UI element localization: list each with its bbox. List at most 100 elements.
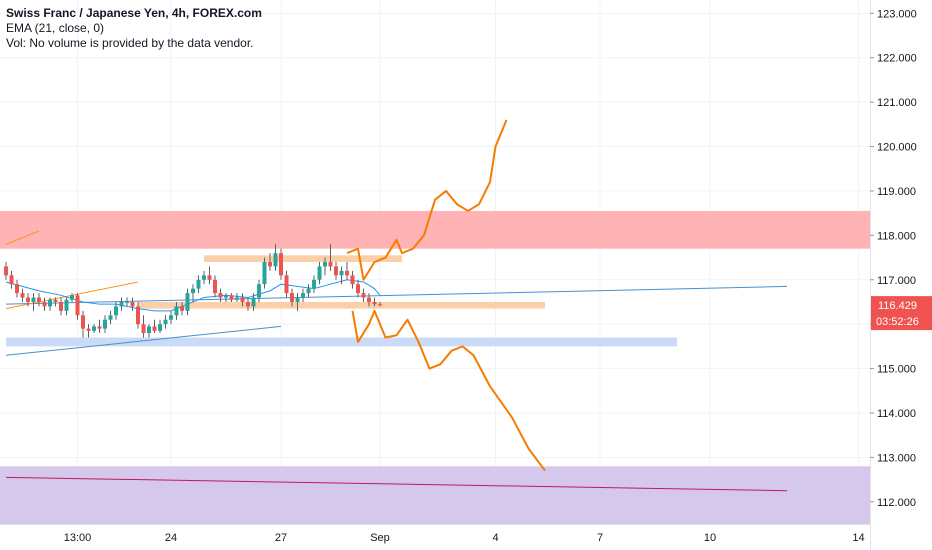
candle xyxy=(141,324,146,334)
candle xyxy=(180,306,184,311)
candle xyxy=(37,297,41,302)
price-tick-label: 118.000 xyxy=(877,230,916,242)
price-tick-label: 121.000 xyxy=(877,97,917,109)
candle xyxy=(103,319,107,329)
candle xyxy=(70,295,74,300)
candle xyxy=(53,299,58,302)
last-price-badge xyxy=(871,296,932,331)
price-tick-label: 115.000 xyxy=(877,364,916,376)
candle xyxy=(108,315,113,320)
candle xyxy=(328,262,333,267)
candle xyxy=(224,295,228,298)
time-tick-label: 27 xyxy=(275,532,287,544)
candle xyxy=(86,328,91,331)
candle xyxy=(218,293,223,298)
candle xyxy=(31,297,36,302)
candle xyxy=(130,301,135,307)
candle xyxy=(20,293,25,298)
candle xyxy=(213,279,217,294)
candle xyxy=(174,306,179,316)
candle xyxy=(295,297,300,302)
zone-3 xyxy=(204,255,402,262)
zone-4 xyxy=(138,301,545,309)
candle xyxy=(350,275,355,285)
ema-indicator-label[interactable]: EMA (21, close, 0) xyxy=(6,21,105,35)
candle xyxy=(251,297,256,307)
candle xyxy=(191,288,195,294)
candle xyxy=(185,293,190,311)
symbol-title: Swiss Franc / Japanese Yen, 4h, FOREX.co… xyxy=(6,6,262,20)
candle xyxy=(64,299,69,311)
zone-2 xyxy=(0,466,870,524)
candle xyxy=(26,297,30,302)
time-tick-label: Sep xyxy=(370,532,390,544)
time-tick-label: 13:00 xyxy=(64,532,92,544)
candle xyxy=(378,304,382,306)
candle xyxy=(268,262,272,267)
candle xyxy=(15,284,19,294)
candle xyxy=(92,326,96,331)
price-tick-label: 114.000 xyxy=(877,408,916,420)
zone-0 xyxy=(0,210,870,249)
candle xyxy=(372,301,377,305)
candle xyxy=(48,299,52,307)
candle xyxy=(262,262,267,285)
candle xyxy=(361,293,366,298)
candle xyxy=(279,253,283,276)
projection-down-path xyxy=(351,309,546,472)
last-price-label: 116.429 xyxy=(878,300,917,312)
price-tick-label: 119.000 xyxy=(877,186,916,198)
candle xyxy=(114,306,118,316)
time-tick-label: 7 xyxy=(597,532,603,544)
candle xyxy=(306,288,311,294)
candle xyxy=(75,295,80,316)
price-axis-bg xyxy=(870,0,932,550)
candle xyxy=(207,275,212,280)
time-tick-label: 10 xyxy=(704,532,716,544)
projection-up-path xyxy=(346,119,508,281)
candle xyxy=(257,284,261,298)
candle xyxy=(119,301,124,307)
price-tick-label: 112.000 xyxy=(877,497,916,509)
candle xyxy=(229,295,234,300)
candle xyxy=(367,297,371,302)
trend-line-4 xyxy=(5,476,788,492)
chart-legend: Swiss Franc / Japanese Yen, 4h, FOREX.co… xyxy=(6,6,262,51)
time-tick-label: 4 xyxy=(492,532,498,544)
candle xyxy=(169,315,173,320)
candle xyxy=(147,326,151,334)
countdown-label: 03:52:26 xyxy=(876,316,919,328)
price-tick-label: 117.000 xyxy=(877,275,916,287)
time-tick-label: 14 xyxy=(852,532,864,544)
candle xyxy=(4,266,8,276)
trend-line-0 xyxy=(5,325,282,356)
volume-indicator-label[interactable]: Vol: No volume is provided by the data v… xyxy=(6,36,254,50)
candle xyxy=(59,301,63,311)
candle xyxy=(290,293,294,302)
price-tick-label: 120.000 xyxy=(877,142,917,154)
candle xyxy=(9,275,14,285)
candle xyxy=(284,275,289,294)
candle xyxy=(323,262,327,267)
zone-1 xyxy=(6,337,677,347)
candle xyxy=(42,301,47,307)
candle xyxy=(356,284,360,294)
candle xyxy=(202,275,206,280)
candle xyxy=(334,266,338,276)
candle xyxy=(97,326,102,329)
candle xyxy=(317,266,322,280)
candle xyxy=(196,279,201,289)
trend-line-3 xyxy=(5,230,40,245)
trend-line-1 xyxy=(5,285,788,305)
candle xyxy=(158,324,162,331)
candle xyxy=(163,319,168,325)
candle xyxy=(81,315,85,329)
price-tick-label: 113.000 xyxy=(877,452,916,464)
candle xyxy=(312,279,316,289)
price-tick-label: 122.000 xyxy=(877,53,917,65)
candle xyxy=(301,293,305,298)
candle xyxy=(345,270,349,276)
time-tick-label: 24 xyxy=(165,532,177,544)
candle xyxy=(152,326,157,331)
